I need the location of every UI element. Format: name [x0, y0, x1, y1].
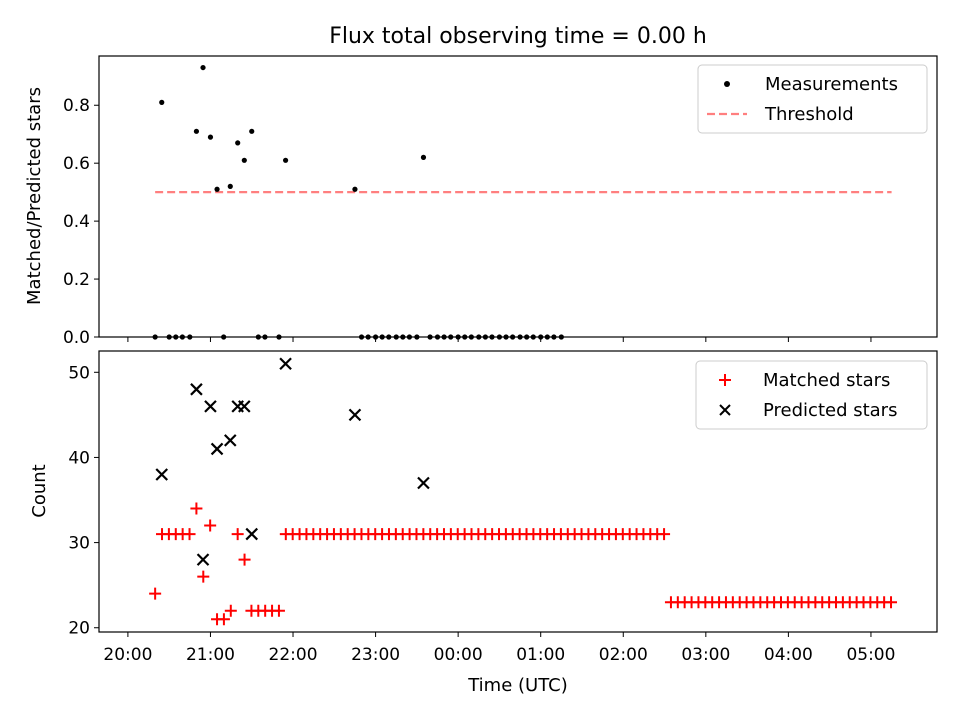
matched-star-marker: [272, 604, 285, 617]
measurement-point: [235, 140, 241, 146]
bottom-x-tick-label: 20:00: [103, 645, 152, 665]
legend-predicted-label: Predicted stars: [763, 400, 897, 421]
matched-star-marker: [183, 528, 196, 541]
top-y-ticks: 0.0 0.2 0.4 0.6 0.8: [63, 96, 99, 348]
predicted-star-marker: [210, 442, 224, 456]
legend-matched-label: Matched stars: [763, 370, 890, 391]
measurement-point: [352, 186, 358, 192]
bottom-x-tick-label: 22:00: [269, 645, 318, 665]
matched-star-marker: [149, 587, 162, 600]
bottom-x-tick-label: 01:00: [516, 645, 565, 665]
matched-star-marker: [658, 528, 671, 541]
matched-star-marker: [224, 604, 237, 617]
bottom-legend-box: [695, 360, 928, 430]
bottom-x-tick-label: 05:00: [846, 645, 895, 665]
measurement-point: [193, 128, 200, 134]
bottom-x-tick-label: 21:00: [186, 645, 235, 665]
legend-predicted-marker: [719, 404, 731, 416]
top-panel: Flux total observing time = 0.00 h Match…: [24, 24, 938, 348]
predicted-stars-layer: [155, 357, 430, 566]
measurement-point: [200, 64, 206, 71]
matched-star-marker: [238, 553, 251, 566]
bottom-y-tick-label: 50: [68, 363, 90, 383]
matched-star-marker: [231, 528, 244, 541]
top-y-tick-label: 0.2: [63, 270, 90, 290]
predicted-star-marker: [238, 400, 251, 413]
measurement-point: [159, 99, 165, 105]
predicted-star-marker: [348, 408, 362, 422]
top-legend: Measurements Threshold: [697, 64, 928, 134]
bottom-x-tick-label: 03:00: [681, 645, 730, 665]
measurement-point: [214, 186, 220, 192]
top-y-tick-label: 0.8: [63, 96, 90, 116]
predicted-star-marker: [155, 468, 169, 481]
matched-star-marker: [197, 570, 210, 583]
matched-stars-layer: [149, 502, 898, 626]
legend-matched-marker: [719, 374, 731, 386]
measurement-point: [207, 134, 214, 140]
predicted-star-marker: [279, 357, 292, 371]
predicted-star-marker: [196, 553, 210, 566]
measurement-point: [420, 154, 427, 160]
bottom-x-tick-label: 02:00: [599, 645, 648, 665]
predicted-star-marker: [223, 434, 237, 447]
top-y-tick-label: 0.0: [63, 328, 90, 348]
measurement-point: [249, 128, 255, 134]
bottom-x-tick-label: 04:00: [764, 645, 813, 665]
chart-title: Flux total observing time = 0.00 h: [329, 24, 707, 49]
bottom-axes-frame: [98, 350, 938, 633]
top-y-tick-label: 0.4: [63, 212, 90, 232]
measurement-point: [227, 183, 233, 189]
bottom-panel: Count Time (UTC) 20 30 40 50 20:00 21:00 22:0…: [29, 350, 938, 696]
matched-star-marker: [885, 596, 898, 609]
bottom-y-axis-label: Count: [29, 464, 50, 517]
legend-measurements-label: Measurements: [765, 74, 898, 95]
bottom-y-ticks: 20 30 40 50: [68, 363, 99, 639]
bottom-x-tick-label: 00:00: [434, 645, 483, 665]
legend-measurements-marker: [724, 81, 730, 87]
bottom-x-tick-label: 23:00: [351, 645, 400, 665]
bottom-x-axis-label: Time (UTC): [467, 675, 568, 696]
bottom-y-tick-label: 20: [68, 619, 90, 639]
bottom-legend: Matched stars Predicted stars: [695, 360, 928, 430]
top-y-axis-label: Matched/Predicted stars: [24, 87, 45, 305]
bottom-y-tick-label: 30: [68, 534, 90, 554]
bottom-y-tick-label: 40: [68, 448, 90, 468]
measurement-point: [282, 157, 289, 163]
matched-star-marker: [204, 519, 217, 532]
top-legend-box: [697, 64, 928, 134]
legend-threshold-label: Threshold: [764, 104, 854, 125]
bottom-x-ticks: 20:00 21:00 22:00 23:00 00:00 01:00 02:00 03:00…: [103, 632, 895, 665]
measurement-point: [241, 157, 247, 163]
predicted-star-marker: [245, 527, 259, 541]
top-y-tick-label: 0.6: [63, 154, 90, 174]
matched-star-marker: [190, 502, 203, 515]
predicted-star-marker: [190, 383, 203, 396]
matched-star-marker: [217, 613, 230, 626]
predicted-star-marker: [204, 400, 217, 413]
predicted-star-marker: [417, 476, 430, 490]
top-axes-frame: [98, 55, 938, 338]
